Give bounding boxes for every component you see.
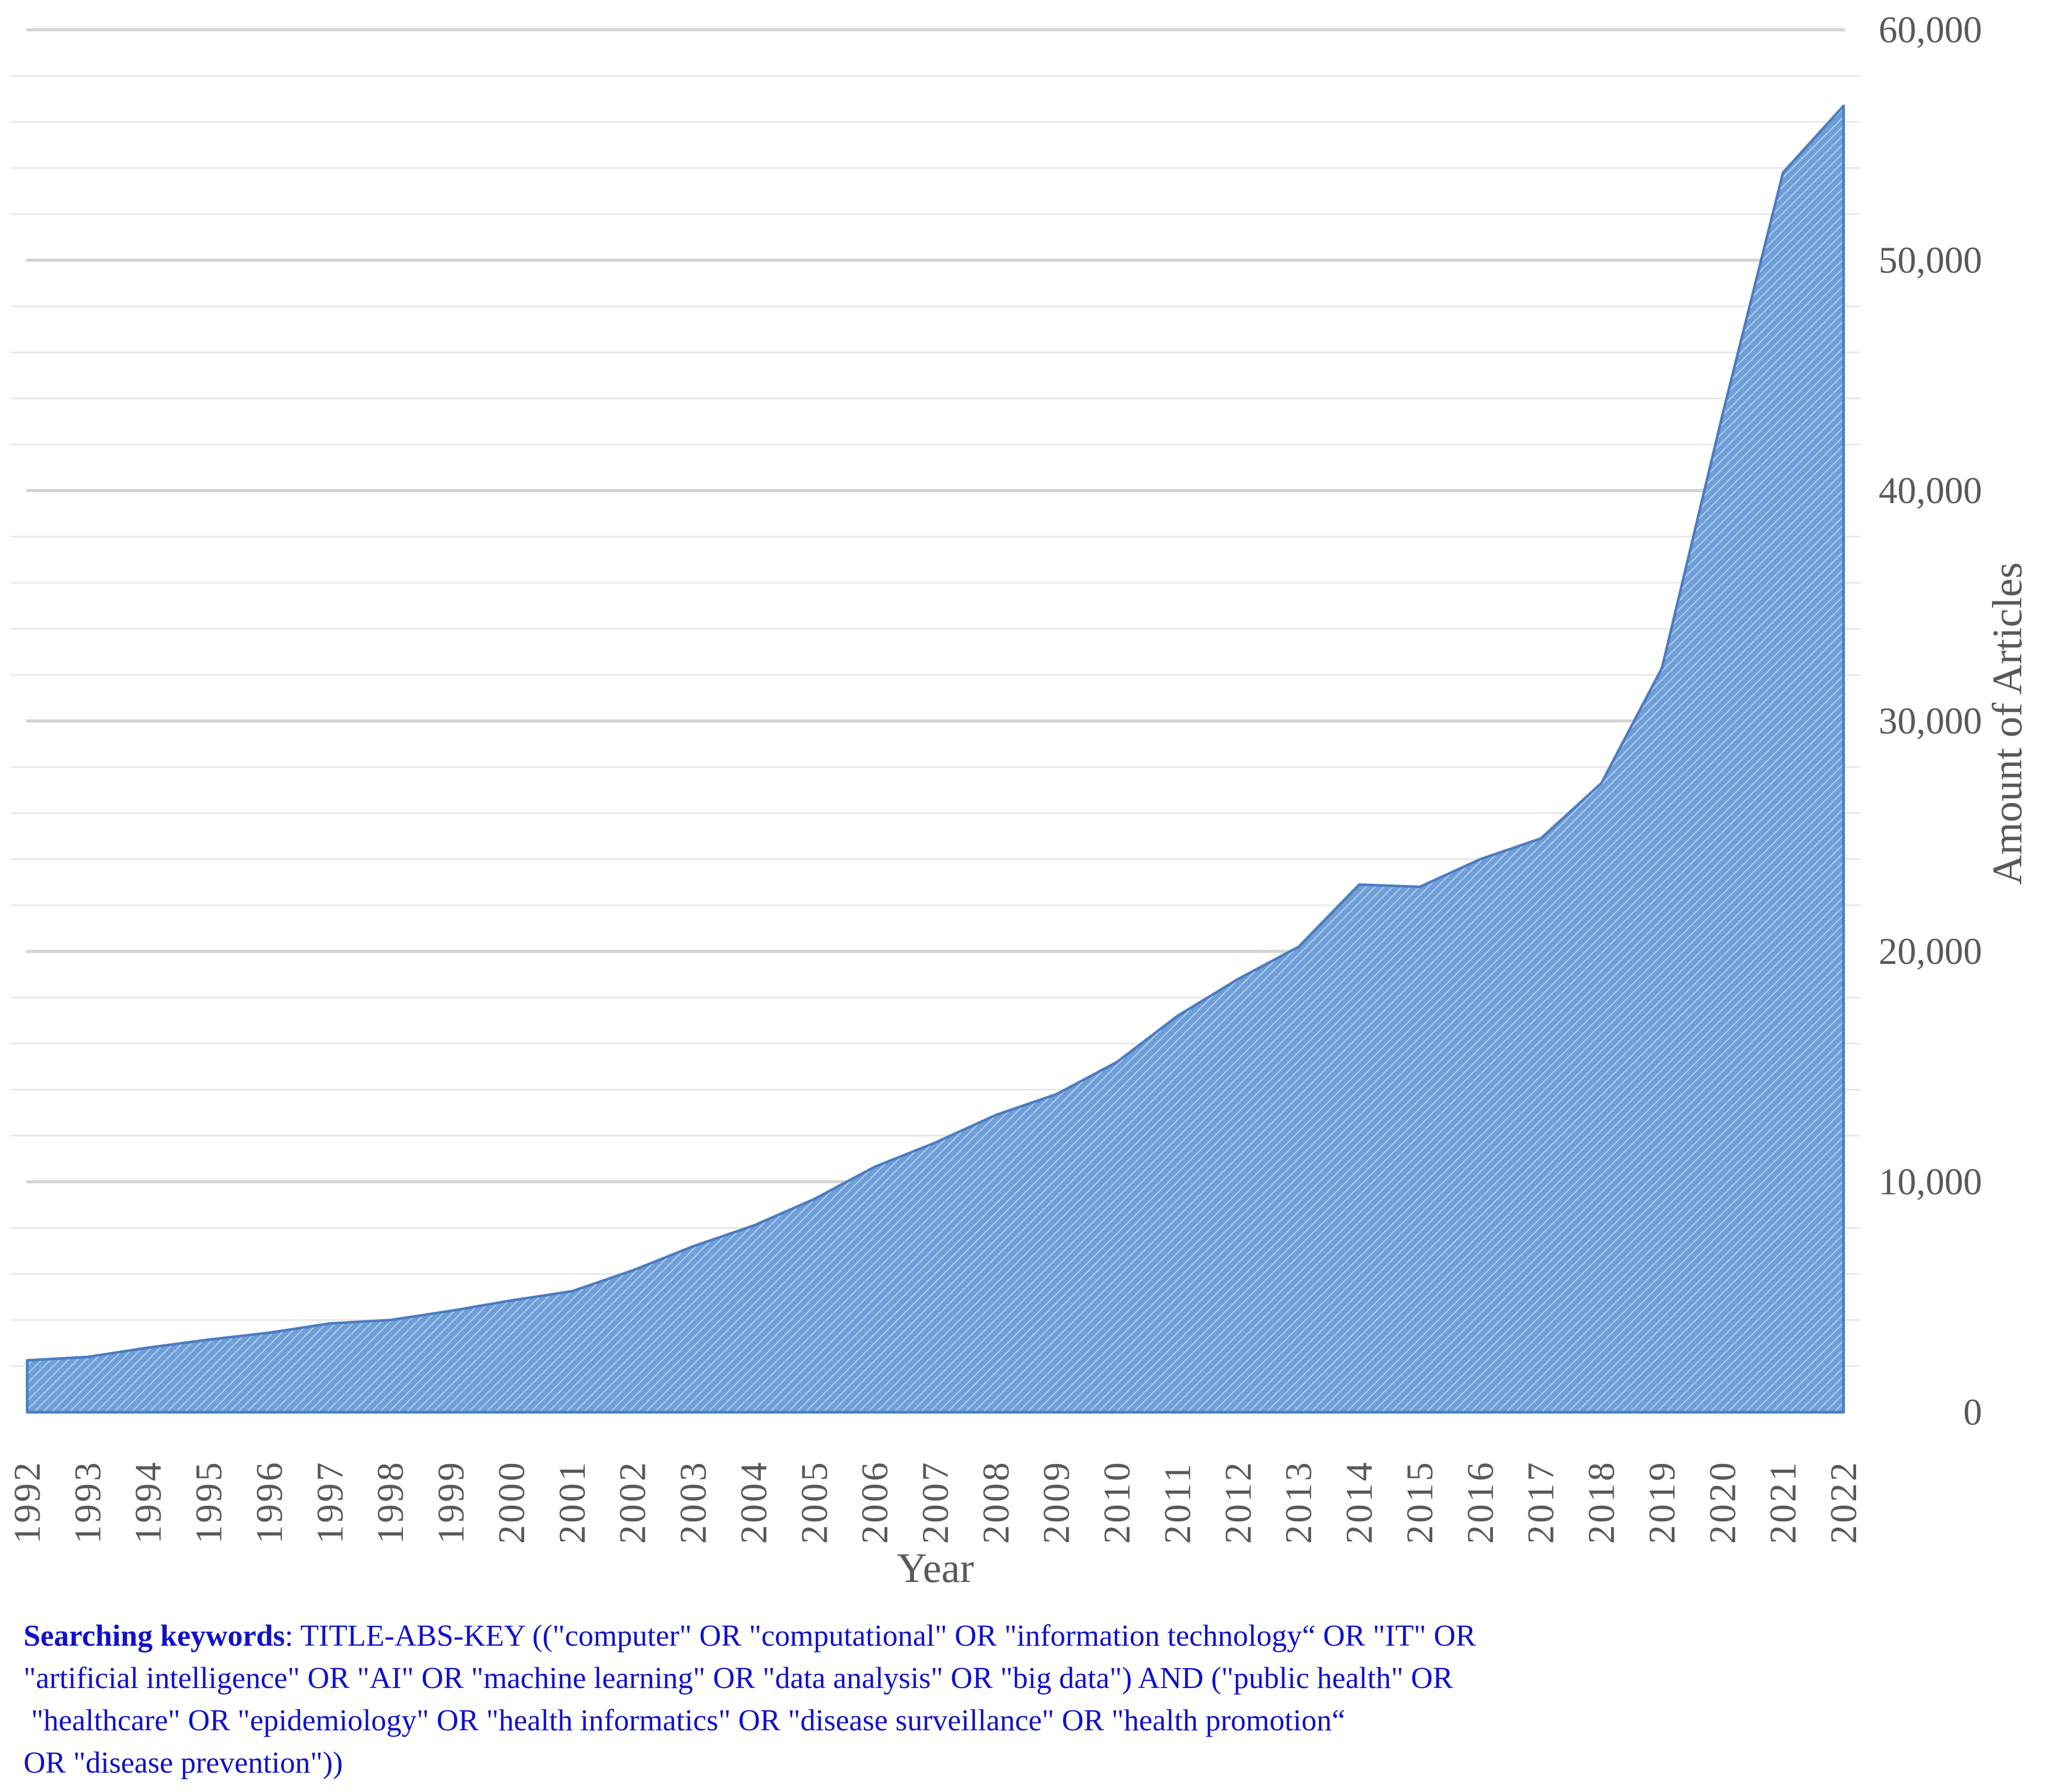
y-tick-label: 0 (1963, 1391, 1982, 1433)
area-series (26, 104, 1845, 1414)
search-keywords-note: Searching keywords: TITLE-ABS-KEY (("com… (24, 1614, 1748, 1784)
x-tick-label: 2009 (1036, 1460, 1078, 1544)
data-point-1999 (450, 1310, 451, 1311)
y-axis-label: Amount of Articles (1985, 562, 2031, 885)
note-line-3: "healthcare" OR "epidemiology" OR "healt… (24, 1703, 1346, 1737)
data-point-2011 (1177, 1015, 1178, 1016)
x-axis-label: Year (897, 1545, 974, 1591)
x-tick-label: 2005 (793, 1460, 835, 1544)
note-keyword-label: Searching keywords (24, 1619, 285, 1653)
data-point-1996 (269, 1332, 270, 1333)
data-point-2006 (874, 1166, 875, 1167)
x-tick-label: 1994 (128, 1460, 169, 1544)
x-tick-label: 2010 (1096, 1460, 1138, 1544)
data-point-2004 (753, 1225, 754, 1226)
y-tick-label: 10,000 (1879, 1161, 1982, 1203)
x-tick-label: 2012 (1217, 1460, 1259, 1544)
x-tick-label: 2020 (1701, 1460, 1743, 1544)
x-tick-label: 1995 (188, 1460, 230, 1544)
data-point-2017 (1541, 838, 1542, 839)
x-tick-label: 2002 (612, 1460, 654, 1544)
x-tick-label: 2016 (1460, 1460, 1501, 1544)
data-point-2020 (1722, 414, 1723, 415)
data-point-2007 (935, 1142, 936, 1143)
x-tick-label: 2021 (1762, 1460, 1804, 1544)
y-tick-label: 60,000 (1879, 9, 1982, 51)
data-point-2021 (1782, 172, 1783, 173)
x-tick-label: 2000 (491, 1460, 532, 1544)
y-tick-label: 50,000 (1879, 239, 1982, 281)
x-tick-label: 2007 (914, 1460, 956, 1544)
x-tick-label: 2018 (1581, 1460, 1623, 1544)
x-tick-label: 2019 (1641, 1460, 1683, 1544)
note-line-1: Searching keywords: TITLE-ABS-KEY (("com… (24, 1619, 1476, 1653)
data-point-2001 (572, 1290, 573, 1291)
x-tick-label: 2004 (733, 1460, 774, 1544)
data-point-2010 (1117, 1062, 1118, 1063)
y-tick-label: 40,000 (1879, 470, 1982, 511)
data-point-1993 (87, 1356, 88, 1357)
x-tick-label: 2014 (1338, 1460, 1380, 1544)
x-tick-label: 2008 (975, 1460, 1017, 1544)
y-tick-label: 30,000 (1879, 700, 1982, 742)
data-point-2013 (1298, 946, 1299, 947)
data-point-2000 (511, 1300, 512, 1301)
x-tick-label: 1993 (67, 1460, 109, 1544)
note-line-4: OR "disease prevention")) (24, 1746, 343, 1779)
data-point-2008 (995, 1114, 997, 1115)
data-point-2009 (1056, 1093, 1057, 1095)
data-point-2018 (1601, 783, 1602, 784)
x-tick-label: 1992 (6, 1460, 48, 1544)
x-tick-label: 2015 (1399, 1460, 1441, 1544)
x-tick-label: 2022 (1823, 1460, 1864, 1544)
data-point-2014 (1359, 884, 1360, 885)
y-axis-tick-labels: 0 10,000 20,000 30,000 40,000 50,000 60,000 (1879, 9, 1982, 1433)
data-point-2003 (693, 1246, 694, 1247)
data-point-2005 (814, 1198, 815, 1200)
data-point-1995 (209, 1339, 210, 1340)
data-point-1997 (329, 1323, 330, 1324)
note-line-1-text: TITLE-ABS-KEY (("computer" OR "computati… (300, 1619, 1476, 1653)
x-axis-tick-labels: 1992 1993 1994 1995 1996 1997 1998 1999 2000 2001… (6, 1460, 1864, 1544)
x-tick-label: 2011 (1156, 1462, 1198, 1544)
x-tick-label: 1999 (430, 1460, 472, 1544)
data-point-1994 (148, 1347, 149, 1348)
data-point-2012 (1237, 979, 1238, 980)
x-tick-label: 2003 (673, 1460, 714, 1544)
x-tick-label: 2017 (1520, 1460, 1562, 1544)
minor-gridlines (10, 75, 1860, 1367)
area-fill-amount-of-articles (26, 104, 1845, 1414)
data-point-1992 (27, 1360, 28, 1361)
note-line-2: "artificial intelligence" OR "AI" OR "ma… (24, 1661, 1453, 1695)
x-tick-label: 1997 (309, 1460, 351, 1544)
data-point-2002 (632, 1270, 633, 1271)
x-tick-label: 1996 (248, 1460, 290, 1544)
x-tick-label: 2013 (1278, 1460, 1319, 1544)
data-point-1998 (390, 1320, 391, 1321)
x-tick-label: 1998 (369, 1460, 411, 1544)
data-point-2022 (1843, 106, 1844, 107)
x-tick-label: 2001 (551, 1460, 593, 1544)
data-point-2019 (1661, 668, 1662, 669)
data-point-2016 (1480, 859, 1481, 860)
y-tick-label: 20,000 (1879, 930, 1982, 972)
data-point-2015 (1419, 887, 1420, 888)
x-tick-label: 2006 (854, 1460, 896, 1544)
